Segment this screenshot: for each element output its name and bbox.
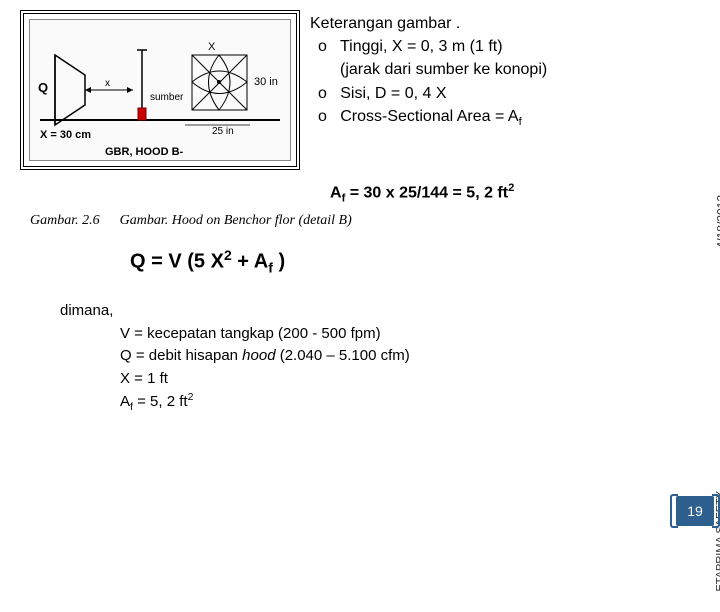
page-number: 19 (687, 503, 703, 519)
keterangan-block: Keterangan gambar . o Tinggi, X = 0, 3 m… (310, 10, 547, 130)
caption-left: Gambar. 2.6 (30, 213, 100, 229)
dimana-line-x: X = 1 ft (60, 368, 660, 391)
diagram-label-xeq: X = 30 cm (40, 129, 91, 141)
page-number-badge: 19 (676, 496, 714, 526)
af-equation: Af = 30 x 25/144 = 5, 2 ft2 (330, 182, 660, 205)
diagram-label-x: x (105, 78, 110, 89)
dimana-head: dimana, (60, 300, 660, 323)
diagram-caption: GBR, HOOD B- (105, 146, 184, 158)
dimana-line-af: Af = 5, 2 ft2 (60, 390, 660, 416)
date-label: 4/18/2012 (714, 195, 720, 248)
diagram-label-25in: 25 in (212, 126, 234, 137)
keterangan-title: Keterangan gambar . (310, 12, 547, 35)
keterangan-item-1: o Tinggi, X = 0, 3 m (1 ft) (310, 35, 547, 58)
diagram-label-q: Q (38, 80, 48, 95)
caption-right: Gambar. Hood on Benchor flor (detail B) (120, 213, 352, 229)
keterangan-item-3: o Cross-Sectional Area = Af (310, 105, 547, 130)
keterangan-item-2: o Sisi, D = 0, 4 X (310, 82, 547, 105)
org-label: ETAPRIMA SAFETY ENGINEERING, M.ARIEFF.L (714, 470, 720, 612)
diagram-figure: x Q X 30 in sumber X = 30 cm 25 in (20, 10, 300, 170)
keterangan-item-1-sub: (jarak dari sumber ke konopi) (310, 58, 547, 81)
dimana-line-v: V = kecepatan tangkap (200 - 500 fpm) (60, 323, 660, 346)
side-rail: 4/18/2012 ETAPRIMA SAFETY ENGINEERING, M… (670, 0, 720, 540)
diagram-label-xtop: X (208, 41, 216, 53)
dimana-block: dimana, V = kecepatan tangkap (200 - 500… (60, 300, 660, 416)
dimana-line-q: Q = debit hisapan hood (2.040 – 5.100 cf… (60, 345, 660, 368)
main-formula: Q = V (5 X2 + Af ) (130, 247, 660, 276)
diagram-label-sumber: sumber (150, 92, 184, 103)
diagram-label-30in: 30 in (254, 76, 278, 88)
figure-caption-row: Gambar. 2.6 Gambar. Hood on Benchor flor… (30, 213, 660, 229)
